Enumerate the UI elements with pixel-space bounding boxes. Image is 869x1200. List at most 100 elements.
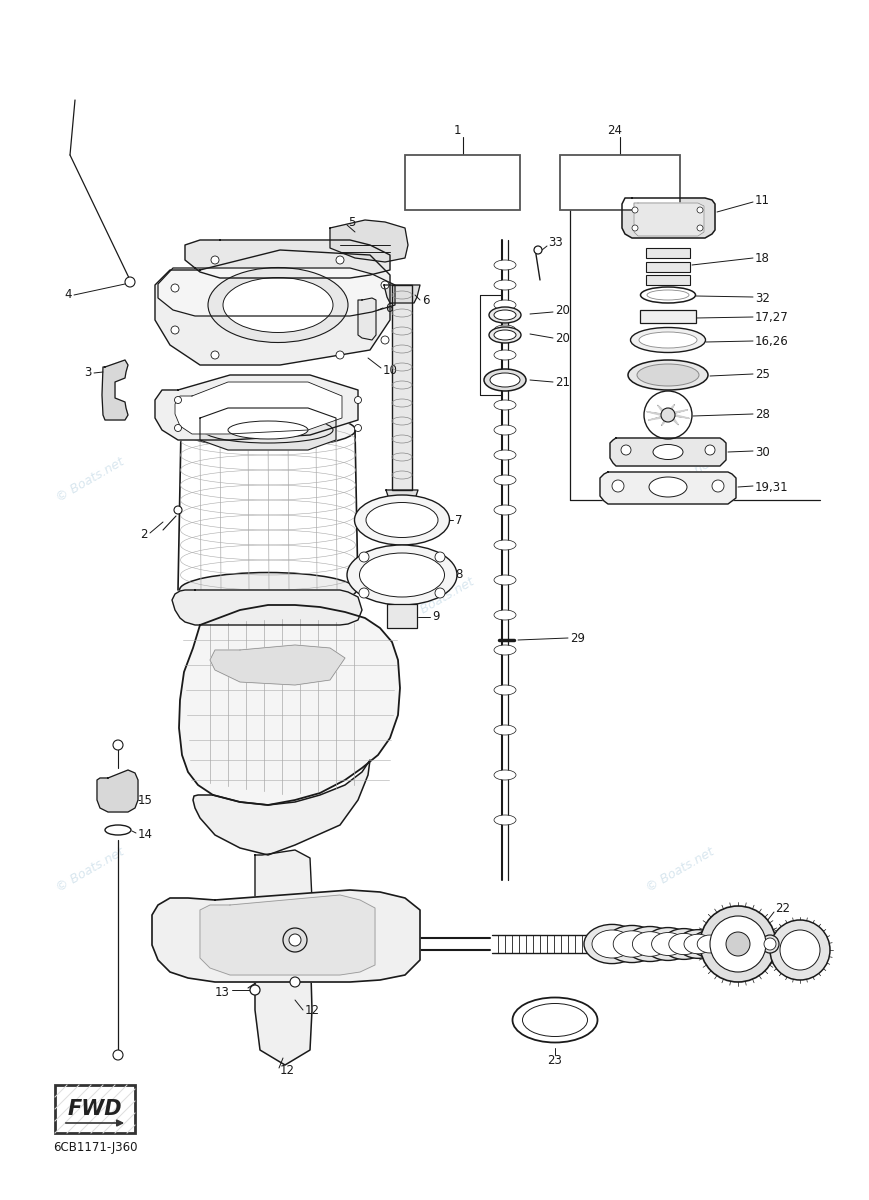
Text: 12: 12	[305, 1003, 320, 1016]
Ellipse shape	[347, 545, 457, 605]
Text: 16,26: 16,26	[755, 336, 789, 348]
Circle shape	[435, 552, 445, 562]
Ellipse shape	[494, 374, 516, 385]
FancyBboxPatch shape	[405, 155, 520, 210]
Circle shape	[283, 928, 307, 952]
Text: 32: 32	[755, 292, 770, 305]
Polygon shape	[647, 412, 668, 415]
Polygon shape	[661, 415, 668, 426]
Ellipse shape	[649, 476, 687, 497]
Circle shape	[336, 256, 344, 264]
Ellipse shape	[606, 925, 659, 962]
FancyBboxPatch shape	[560, 155, 680, 210]
Polygon shape	[172, 590, 362, 625]
Circle shape	[174, 506, 182, 514]
Text: 22: 22	[775, 901, 790, 914]
Ellipse shape	[628, 360, 708, 390]
Text: 22: 22	[748, 912, 763, 924]
Text: 20: 20	[555, 304, 570, 317]
Text: © Boats.net: © Boats.net	[644, 455, 716, 505]
Text: 21: 21	[555, 376, 570, 389]
Text: 6: 6	[422, 294, 429, 306]
Ellipse shape	[684, 934, 712, 954]
Ellipse shape	[494, 475, 516, 485]
Ellipse shape	[522, 1003, 587, 1037]
Text: 14: 14	[138, 828, 153, 841]
Text: REPAIR KIT: REPAIR KIT	[586, 188, 654, 198]
Ellipse shape	[494, 725, 516, 734]
Text: 18: 18	[755, 252, 770, 264]
Ellipse shape	[180, 572, 356, 607]
Ellipse shape	[490, 373, 520, 386]
Ellipse shape	[105, 826, 131, 835]
Ellipse shape	[678, 930, 719, 959]
Ellipse shape	[489, 326, 521, 343]
Circle shape	[359, 552, 369, 562]
Ellipse shape	[366, 503, 438, 538]
Polygon shape	[386, 490, 418, 502]
Circle shape	[175, 396, 182, 403]
Ellipse shape	[484, 370, 526, 391]
Circle shape	[700, 906, 776, 982]
Ellipse shape	[494, 540, 516, 550]
Text: © Boats.net: © Boats.net	[54, 455, 126, 505]
Ellipse shape	[494, 425, 516, 434]
Circle shape	[612, 480, 624, 492]
Ellipse shape	[640, 287, 695, 302]
Ellipse shape	[494, 575, 516, 584]
Polygon shape	[175, 382, 342, 434]
Ellipse shape	[631, 328, 706, 353]
Ellipse shape	[614, 931, 651, 958]
Ellipse shape	[584, 924, 640, 964]
Circle shape	[381, 281, 389, 289]
Ellipse shape	[494, 260, 516, 270]
Circle shape	[290, 977, 300, 986]
FancyBboxPatch shape	[646, 262, 690, 272]
Ellipse shape	[494, 685, 516, 695]
Circle shape	[355, 425, 362, 432]
Circle shape	[113, 1050, 123, 1060]
Polygon shape	[634, 203, 704, 236]
Circle shape	[632, 206, 638, 214]
Ellipse shape	[494, 325, 516, 335]
Circle shape	[726, 932, 750, 956]
Ellipse shape	[494, 610, 516, 620]
Circle shape	[632, 226, 638, 230]
Polygon shape	[668, 404, 674, 415]
Ellipse shape	[494, 770, 516, 780]
Polygon shape	[392, 284, 412, 490]
Circle shape	[780, 930, 820, 970]
Polygon shape	[668, 415, 679, 425]
Circle shape	[250, 985, 260, 995]
Circle shape	[289, 934, 301, 946]
Ellipse shape	[534, 246, 542, 254]
Ellipse shape	[494, 646, 516, 655]
Polygon shape	[152, 890, 420, 982]
Ellipse shape	[494, 350, 516, 360]
Ellipse shape	[494, 505, 516, 515]
Polygon shape	[210, 646, 345, 685]
Polygon shape	[158, 268, 395, 316]
Text: © Boats.net: © Boats.net	[644, 845, 716, 895]
Text: 13: 13	[216, 985, 230, 998]
Text: 11: 11	[755, 193, 770, 206]
Text: 2: 2	[141, 528, 148, 541]
Text: 24: 24	[607, 124, 622, 137]
Polygon shape	[600, 472, 736, 504]
Text: LOWER UNIT: LOWER UNIT	[423, 170, 501, 180]
Ellipse shape	[489, 307, 521, 323]
Text: 28: 28	[755, 408, 770, 421]
Circle shape	[705, 445, 715, 455]
Text: 12: 12	[280, 1063, 295, 1076]
Text: 6CB1171-J360: 6CB1171-J360	[53, 1141, 137, 1154]
Text: 3: 3	[84, 366, 92, 379]
Circle shape	[211, 256, 219, 264]
Ellipse shape	[697, 935, 723, 953]
Ellipse shape	[360, 553, 445, 596]
Text: 29: 29	[570, 631, 585, 644]
Circle shape	[171, 326, 179, 334]
Text: © Boats.net: © Boats.net	[404, 575, 476, 625]
Circle shape	[435, 588, 445, 598]
Ellipse shape	[764, 938, 776, 950]
Text: 25: 25	[755, 368, 770, 382]
